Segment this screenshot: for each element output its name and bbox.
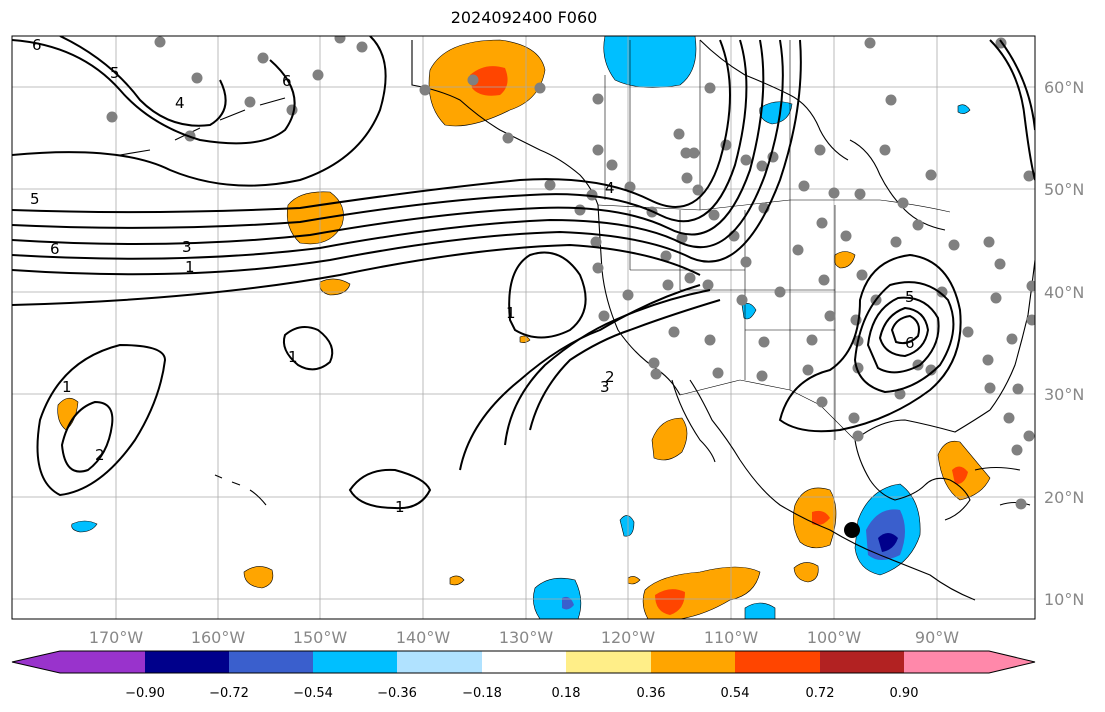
lon-label: 160°W xyxy=(191,628,246,647)
coast-gulf-north xyxy=(854,409,991,441)
colorbar-max-extend xyxy=(989,651,1035,673)
colorbar-seg xyxy=(60,651,145,673)
latitude-labels: 60°N 50°N 40°N 30°N 20°N 10°N xyxy=(1044,78,1084,609)
colorbar-seg xyxy=(735,651,820,673)
contour-label: 1 xyxy=(185,258,195,276)
colorbar-seg xyxy=(229,651,313,673)
contour-label: 6 xyxy=(905,334,915,352)
coast-hawaii xyxy=(214,474,267,506)
contour-label: 4 xyxy=(605,179,615,197)
anomaly-canada-small xyxy=(759,101,793,125)
coast-baja xyxy=(671,379,741,463)
graticule xyxy=(12,36,1035,619)
lat-label: 30°N xyxy=(1044,385,1084,404)
colorbar-seg xyxy=(566,651,651,673)
colorbar-seg xyxy=(904,651,989,673)
anomaly-mexico-core xyxy=(812,510,830,526)
map-frame xyxy=(11,35,1036,620)
colorbar-tick: 0.54 xyxy=(721,686,750,701)
border-provinces xyxy=(629,40,791,210)
anomaly-pos-3 xyxy=(243,566,274,589)
colorbar-min-extend xyxy=(12,651,60,673)
colorbar xyxy=(11,650,1036,674)
lon-label: 140°W xyxy=(396,628,451,647)
colorbar-seg xyxy=(397,651,482,673)
contour-label: 6 xyxy=(32,36,42,54)
map-title: 2024092400 F060 xyxy=(450,8,598,27)
colorbar-tick: 0.18 xyxy=(552,686,581,701)
anomaly-epac-neg-3 xyxy=(744,602,776,619)
anomaly-arctic xyxy=(603,36,697,88)
lon-label: 170°W xyxy=(89,628,144,647)
anomaly-mexico-s xyxy=(793,562,819,583)
colorbar-seg xyxy=(820,651,904,673)
lat-label: 60°N xyxy=(1044,78,1084,97)
lon-label: 120°W xyxy=(601,628,656,647)
coast-cuba xyxy=(974,466,1031,506)
contour-label: 1 xyxy=(395,498,405,516)
colorbar-seg xyxy=(651,651,735,673)
colorbar-tick: −0.18 xyxy=(462,686,502,701)
anomaly-tehuantepec-core xyxy=(878,533,898,552)
contour-label: 3 xyxy=(182,238,192,256)
contour-label: 5 xyxy=(30,190,40,208)
anomaly-pos-4 xyxy=(449,575,465,586)
anomaly-alaska-core xyxy=(470,66,508,96)
lon-label: 90°W xyxy=(915,628,959,647)
colorbar-tick: 0.36 xyxy=(637,686,666,701)
anomaly-neg-1 xyxy=(71,520,98,533)
colorbar-seg xyxy=(482,651,566,673)
anomaly-pos-5 xyxy=(519,335,531,343)
lon-label: 110°W xyxy=(704,628,759,647)
colorbar-tick: 0.90 xyxy=(890,686,919,701)
coastlines xyxy=(119,39,1035,601)
anomaly-epac-neg-core xyxy=(562,596,574,610)
lon-label: 100°W xyxy=(807,628,862,647)
lat-label: 20°N xyxy=(1044,488,1084,507)
colorbar-ticks: −0.90 −0.72 −0.54 −0.36 −0.18 0.18 0.36 … xyxy=(125,686,918,701)
lat-label: 50°N xyxy=(1044,180,1084,199)
storm-marker xyxy=(844,522,860,538)
coast-alaska xyxy=(411,40,599,206)
anomaly-hawaii-w xyxy=(57,397,79,431)
colorbar-seg xyxy=(145,651,229,673)
anomaly-pos-6 xyxy=(627,576,641,585)
colorbar-tick: 0.72 xyxy=(806,686,835,701)
colorbar-tick: −0.90 xyxy=(125,686,165,701)
colorbar-tick: −0.54 xyxy=(293,686,333,701)
anomaly-yucatan-core xyxy=(952,466,968,485)
contour-labels: 6 5 4 6 5 3 1 6 4 1 2 3 1 2 1 5 6 1 xyxy=(30,36,915,516)
anomaly-baja xyxy=(651,417,688,461)
contour-label: 4 xyxy=(175,94,185,112)
contour-label: 1 xyxy=(62,378,72,396)
coast-gulf xyxy=(854,439,971,521)
contour-label: 3 xyxy=(600,378,610,396)
contour-label: 6 xyxy=(282,72,292,90)
anomaly-utah-neg xyxy=(741,303,757,320)
contour-label: 2 xyxy=(605,368,615,386)
contour-label: 1 xyxy=(288,348,298,366)
contour-label: 6 xyxy=(50,240,60,258)
contours xyxy=(12,36,1035,510)
anomaly-hudson-small xyxy=(957,104,971,114)
lat-label: 10°N xyxy=(1044,590,1084,609)
lon-label: 150°W xyxy=(293,628,348,647)
anomaly-epac-core xyxy=(655,589,685,615)
contour-label: 1 xyxy=(506,304,516,322)
colorbar-seg xyxy=(313,651,397,673)
coast-mexico xyxy=(739,459,976,601)
longitude-labels: 170°W 160°W 150°W 140°W 130°W 120°W 110°… xyxy=(89,628,959,647)
colorbar-tick: −0.72 xyxy=(209,686,249,701)
colorbar-tick: −0.36 xyxy=(377,686,417,701)
lat-label: 40°N xyxy=(1044,283,1084,302)
contour-label: 2 xyxy=(95,446,105,464)
lon-label: 130°W xyxy=(499,628,554,647)
anomaly-shading xyxy=(57,36,991,619)
anomaly-epac-neg-2 xyxy=(619,515,635,537)
contour-label: 5 xyxy=(905,288,915,306)
contour-label: 5 xyxy=(110,64,120,82)
